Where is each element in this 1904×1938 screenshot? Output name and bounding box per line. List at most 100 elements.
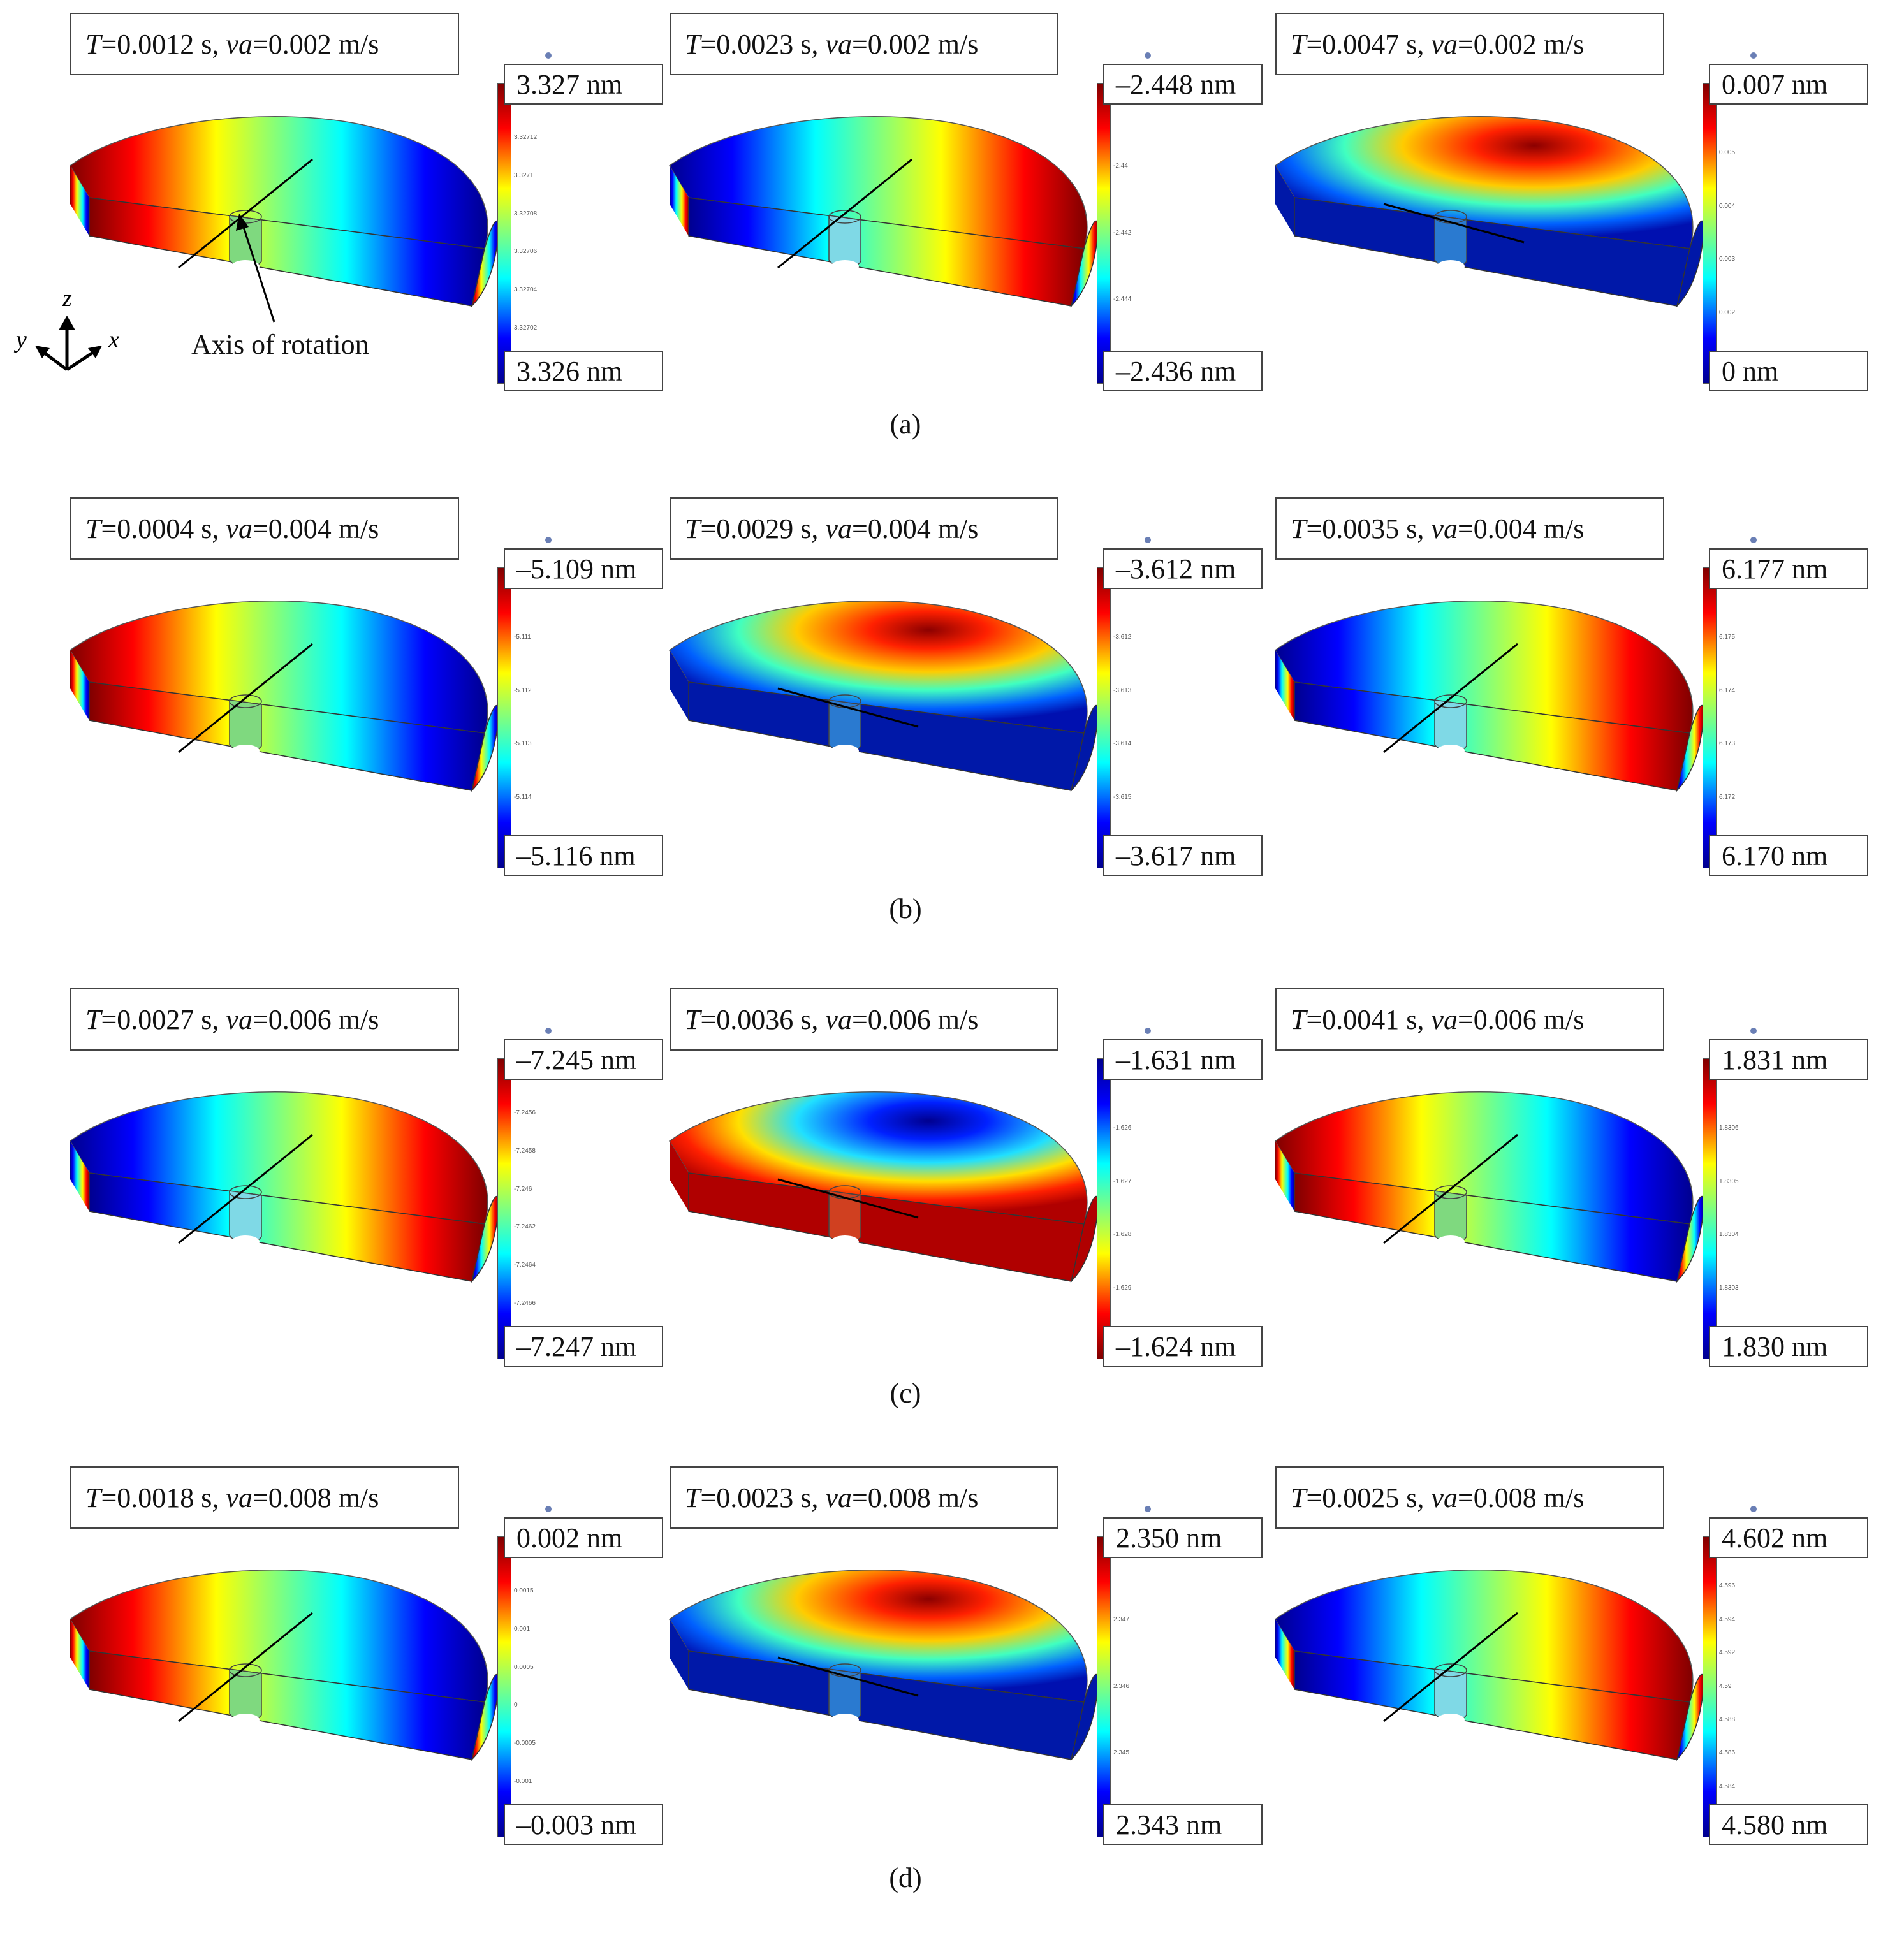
rotation-axis-line [777,158,912,269]
min-value-box: –0.003 nm [504,1804,663,1845]
y-axis-label: y [13,326,27,353]
disk-curved-side [471,1195,497,1283]
deformation-disk [669,1570,1097,1761]
time-value: =0.0018 s, [101,1482,226,1513]
velocity-value: =0.004 m/s [252,513,379,544]
rotation-axis-line [777,687,919,728]
deformation-disk [70,1570,497,1761]
color-bar-tick: 3.32704 [514,286,538,294]
color-bar-tick: 1.8306 [1719,1124,1739,1132]
view-dot-icon [545,1506,552,1512]
time-symbol: T [685,513,701,544]
deformation-disk [1275,116,1703,308]
disk-top-surface [70,1570,488,1703]
disk-left-edge [70,1619,89,1689]
bore-hole [1437,1235,1465,1248]
bore-hole [1437,745,1465,757]
color-bar [1703,83,1717,384]
view-dot-icon [1750,52,1757,59]
color-bar-tick: 3.32706 [514,248,538,256]
min-value-box: 4.580 nm [1709,1804,1868,1845]
disk-curved-side [1676,704,1703,792]
disk-left-edge [70,1141,89,1211]
subfigure-label: (d) [889,1862,922,1893]
color-bar-tick: 2.346 [1113,1682,1130,1690]
velocity-value: =0.008 m/s [252,1482,379,1513]
rotation-axis-line [1383,1612,1518,1723]
color-bar-tick: 6.172 [1719,794,1736,801]
velocity-symbol: va [825,29,852,60]
color-bar-tick: 4.594 [1719,1615,1736,1623]
subfigure-label: (b) [889,893,922,924]
disk-curved-side [1070,1195,1097,1283]
color-bar-tick: 4.588 [1719,1716,1736,1723]
color-bar-tick: -1.629 [1113,1285,1132,1292]
bore-hole [831,260,859,273]
color-bar-tick: -7.2456 [514,1109,536,1116]
bore-rim [1434,694,1467,708]
color-bar-tick: 0.004 [1719,202,1736,210]
deformation-disk [70,601,497,792]
x-arrowhead [88,346,102,358]
bore-rim [828,210,861,224]
min-value-box: 6.170 nm [1709,835,1868,876]
disk-top-surface [669,1091,1088,1225]
bore-rim [1434,1185,1467,1199]
color-bar-tick: -0.0005 [514,1740,536,1747]
color-bar-tick: 0.001 [514,1625,531,1633]
color-bar-tick: -7.2464 [514,1262,536,1269]
velocity-value: =0.002 m/s [252,29,379,60]
time-symbol: T [85,29,101,60]
velocity-symbol: va [1431,29,1458,60]
max-value-box: –5.109 nm [504,548,663,589]
color-bar-tick: 4.596 [1719,1582,1736,1590]
bore-rim [229,1663,262,1677]
bore-hole [831,1714,859,1726]
velocity-symbol: va [1431,1004,1458,1035]
color-bar-tick: 0.005 [1719,149,1736,156]
color-bar-tick: 2.345 [1113,1749,1130,1757]
color-bar-tick: -3.613 [1113,687,1132,694]
time-symbol: T [1291,29,1307,60]
color-bar-tick: 6.174 [1719,687,1736,694]
panel-title: T=0.0027 s, va=0.006 m/s [70,988,459,1051]
velocity-value: =0.002 m/s [1457,29,1585,60]
time-symbol: T [685,1004,701,1035]
panel-title: T=0.0025 s, va=0.008 m/s [1275,1466,1664,1529]
time-value: =0.0036 s, [700,1004,826,1035]
disk-curved-side [471,1673,497,1761]
bore-rim [1434,1663,1467,1677]
view-dot-icon [1750,1506,1757,1512]
bore-hole [831,1235,859,1248]
min-value-box: –1.624 nm [1103,1326,1263,1367]
color-bar-tick: -2.444 [1113,296,1132,303]
simulation-panel: T=0.0041 s, va=0.006 m/s 1.83071.83061.83… [1269,988,1881,1434]
velocity-symbol: va [825,1482,852,1513]
time-value: =0.0047 s, [1306,29,1432,60]
rotation-axis-line [1383,203,1525,244]
panel-title: T=0.0035 s, va=0.004 m/s [1275,497,1664,560]
min-value-box: 1.830 nm [1709,1326,1868,1367]
color-bar-ticks: 4.5984.5964.5944.5924.594.5884.5864.5844… [1719,1549,1757,1823]
time-value: =0.0035 s, [1306,513,1432,544]
view-dot-icon [1145,1506,1151,1512]
simulation-panel: T=0.0012 s, va=0.002 m/s3.327143.327123.… [64,13,676,459]
disk-curved-side [1070,220,1097,308]
disk-top-surface [1275,601,1694,734]
velocity-symbol: va [1431,513,1458,544]
panel-title: T=0.0029 s, va=0.004 m/s [670,497,1058,560]
color-bar-tick: -7.246 [514,1185,532,1193]
max-value-box: 3.327 nm [504,64,663,105]
panel-title: T=0.0041 s, va=0.006 m/s [1275,988,1664,1051]
color-bar [1097,567,1111,868]
axis-of-rotation-label: Axis of rotation [191,329,369,360]
color-bar-ticks: -1.625-1.626-1.627-1.628-1.629-1.63 [1113,1071,1152,1345]
deformation-disk [669,116,1097,308]
x-axis-label: x [108,326,119,353]
time-symbol: T [1291,1482,1307,1513]
view-dot-icon [1145,537,1151,543]
disk-curved-side [1070,1673,1097,1761]
color-bar-tick: 0.002 [1719,309,1736,317]
